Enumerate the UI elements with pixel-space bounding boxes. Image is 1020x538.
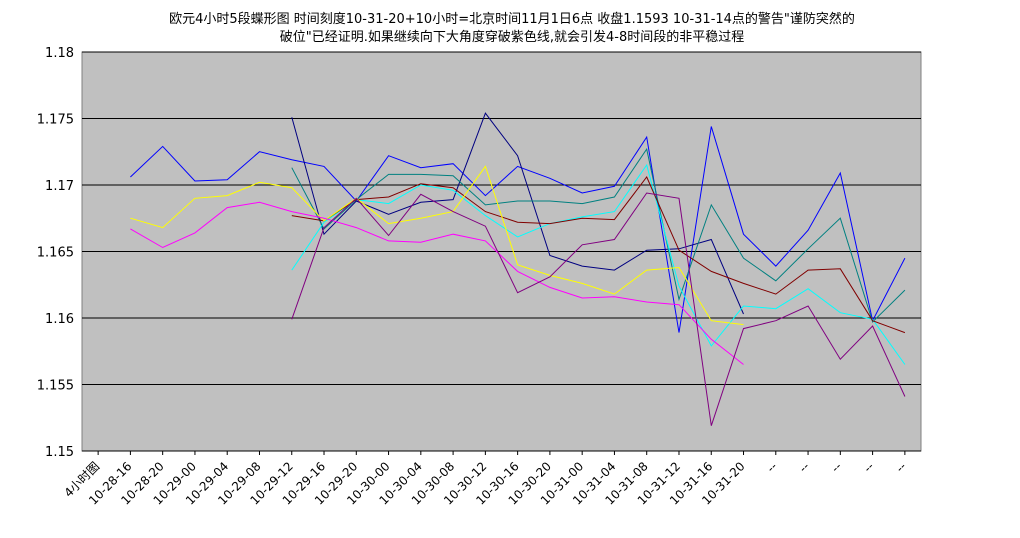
series-line-0 [130,126,906,333]
y-tick-label: 1.18 [45,46,74,61]
series-line-7 [291,192,906,426]
chart-subtitle: 破位"已经证明.如果继续向下大角度穿破紫色线,就会引发4-8时间段的非平稳过程 [280,29,744,45]
y-tick-label: 1.16 [45,312,74,327]
y-tick-label: 1.17 [45,179,74,194]
x-tick-label: -- [764,459,780,475]
x-axis-tick-labels: 4小时图10-28-1610-28-2010-29-0010-29-0410-2… [61,451,909,508]
y-tick-label: 1.155 [37,379,74,394]
x-tick-label: -- [893,459,909,475]
chart-title: 欧元4小时5段蝶形图 时间刻度10-31-20+10小时=北京时间11月1日6点… [169,11,855,27]
y-axis-tick-labels: 1.15 1.155 1.16 1.165 1.17 1.175 1.18 [37,46,74,460]
y-tick-label: 1.15 [45,445,74,460]
series-line-6 [130,201,744,365]
series-lines [130,112,906,426]
series-line-4 [291,176,906,334]
y-tick-label: 1.165 [37,246,74,261]
y-tick-label: 1.175 [37,113,74,128]
series-line-2 [291,147,906,323]
series-line-5 [130,165,744,326]
x-tick-label: -- [796,459,812,475]
x-tick-label: -- [828,459,844,475]
series-line-3 [291,163,906,365]
gridlines [82,51,921,452]
x-tick-label: -- [861,459,877,475]
